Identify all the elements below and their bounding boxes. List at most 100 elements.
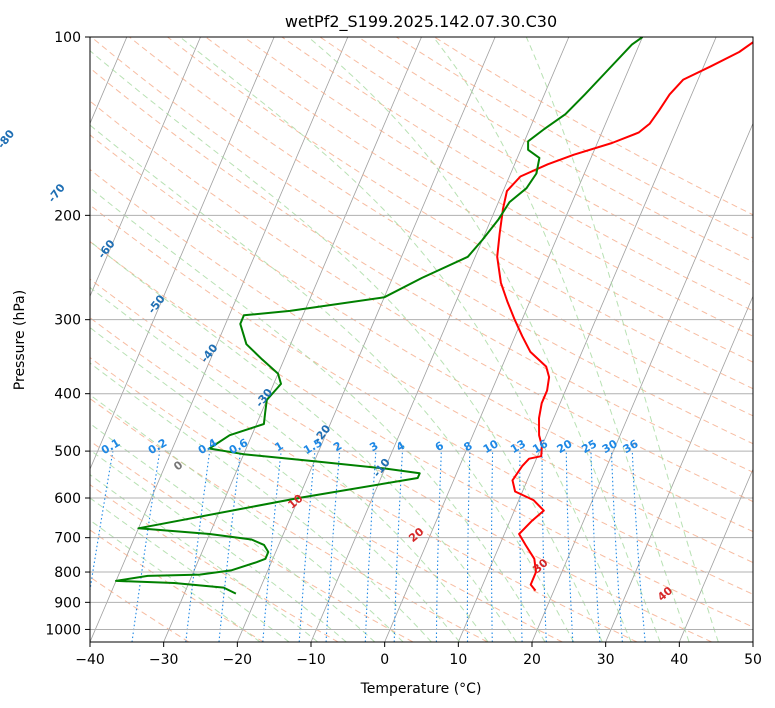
dry-adiabat-line [90,576,190,642]
mixing-ratio-label: 13 [508,437,528,456]
dry-adiabat-line [90,134,753,533]
moist-adiabat-line [432,37,690,642]
moist-adiabat-line [90,519,261,642]
x-tick-label: −20 [223,652,253,668]
moist-adiabat-line [90,362,432,642]
isotherm-line [163,37,422,642]
x-tick-label: 50 [744,652,762,668]
dry-adiabat-label: 0 [171,458,185,473]
y-tick-label: 300 [54,313,81,329]
mixing-ratio-line [435,451,442,642]
moist-adiabat-line [179,37,632,642]
mixing-ratio-label: 16 [530,437,550,456]
moist-adiabat-line [90,449,347,642]
y-tick-label: 100 [54,30,81,46]
dry-adiabat-line [90,397,488,642]
x-tick-label: −30 [149,652,179,668]
background-lines [90,37,753,642]
mixing-ratio-label: 1 [273,439,286,454]
mixing-ratio-line [490,451,494,642]
dry-adiabat-line [167,37,753,390]
isotherm-label: -50 [145,292,168,316]
isotherm-line [605,295,753,642]
isotherm-line [531,122,753,642]
isotherm-label: -40 [198,341,221,365]
temperature-profile-line [496,41,753,592]
dry-adiabat-line [434,37,753,216]
mixing-ratio-label: 30 [600,437,620,456]
mixing-ratio-label: 25 [579,437,599,456]
dry-adiabat-line [90,529,264,642]
mixing-ratio-line [610,451,623,642]
moist-adiabat-line [90,286,489,642]
isotherm-label: -70 [45,181,68,205]
dry-adiabat-line [90,440,414,642]
isotherm-line [678,468,753,642]
mixing-ratio-line [590,451,601,642]
mixing-ratio-label: 6 [433,439,446,454]
dewpoint-profile-line [115,37,644,595]
y-tick-label: 500 [54,444,81,460]
x-tick-label: −40 [75,652,105,668]
x-tick-label: 30 [597,652,615,668]
isotherm-label: -60 [95,237,118,261]
y-tick-label: 400 [54,387,81,403]
mixing-ratio-label: 0.4 [196,436,220,457]
dry-adiabat-line [90,100,753,503]
mixing-ratio-label: 4 [394,439,407,454]
dry-adiabat-line [90,168,753,564]
y-tick-label: 800 [54,565,81,581]
moist-adiabat-line [90,422,376,642]
y-tick-label: 1000 [45,622,81,638]
y-axis-ticks: 100 200 300 400 500 600 700 800 900 1000 [45,30,90,638]
x-tick-label: 0 [380,652,389,668]
line-labels: 0.10.20.40.611.52346810131620253036-100-… [0,127,675,604]
x-tick-label: 20 [523,652,541,668]
isotherm-line [90,37,349,642]
mixing-ratio-line [185,451,211,642]
y-tick-label: 600 [54,491,81,507]
moist-adiabat-line [90,187,546,642]
isotherm-label: -10 [370,456,393,480]
x-tick-label: 40 [670,652,688,668]
isotherm-line [384,37,643,642]
dry-adiabat-line [90,240,753,628]
x-axis-ticks: −40 −30 −20 −10 0 10 20 30 40 50 [75,642,762,668]
isotherm-label: -80 [0,127,17,151]
dry-adiabat-line [357,37,753,263]
dry-adiabat-line [205,37,753,363]
isotherm-line [90,37,275,471]
mixing-ratio-line [218,451,242,642]
mixing-ratio-label: 10 [481,437,501,456]
moist-adiabat-line [90,50,603,642]
isotherm-line [752,640,753,642]
isotherm-line [457,37,717,642]
mixing-ratio-line [466,451,471,642]
dry-adiabat-line [90,317,638,642]
moist-adiabat-line [90,474,319,642]
moist-adiabat-line [90,497,290,642]
isotherm-label: -30 [253,386,276,410]
dry-adiabat-line [90,67,753,473]
y-axis-label: Pressure (hPa) [12,290,28,390]
mixing-ratio-line [298,451,316,642]
moist-adiabat-line [525,37,719,642]
pressure-gridlines [90,37,753,630]
dry-adiabat-line [90,484,339,642]
mixing-ratio-label: 2 [331,439,344,454]
x-tick-label: −10 [296,652,326,668]
mixing-ratio-line [131,451,161,642]
x-tick-label: 10 [449,652,467,668]
mixing-ratio-label: 20 [555,437,575,456]
chart-title: wetPf2_S199.2025.142.07.30.C30 [285,12,557,32]
dry-adiabat-line [243,37,753,337]
mixing-ratio-label: 8 [461,439,474,454]
dry-adiabat-line [281,37,753,312]
x-axis-label: Temperature (°C) [360,681,482,697]
dry-adiabat-label: 10 [285,492,305,512]
dry-adiabat-line [90,204,753,595]
dry-adiabat-label: 40 [655,584,675,604]
dry-adiabat-label: 20 [406,525,426,545]
